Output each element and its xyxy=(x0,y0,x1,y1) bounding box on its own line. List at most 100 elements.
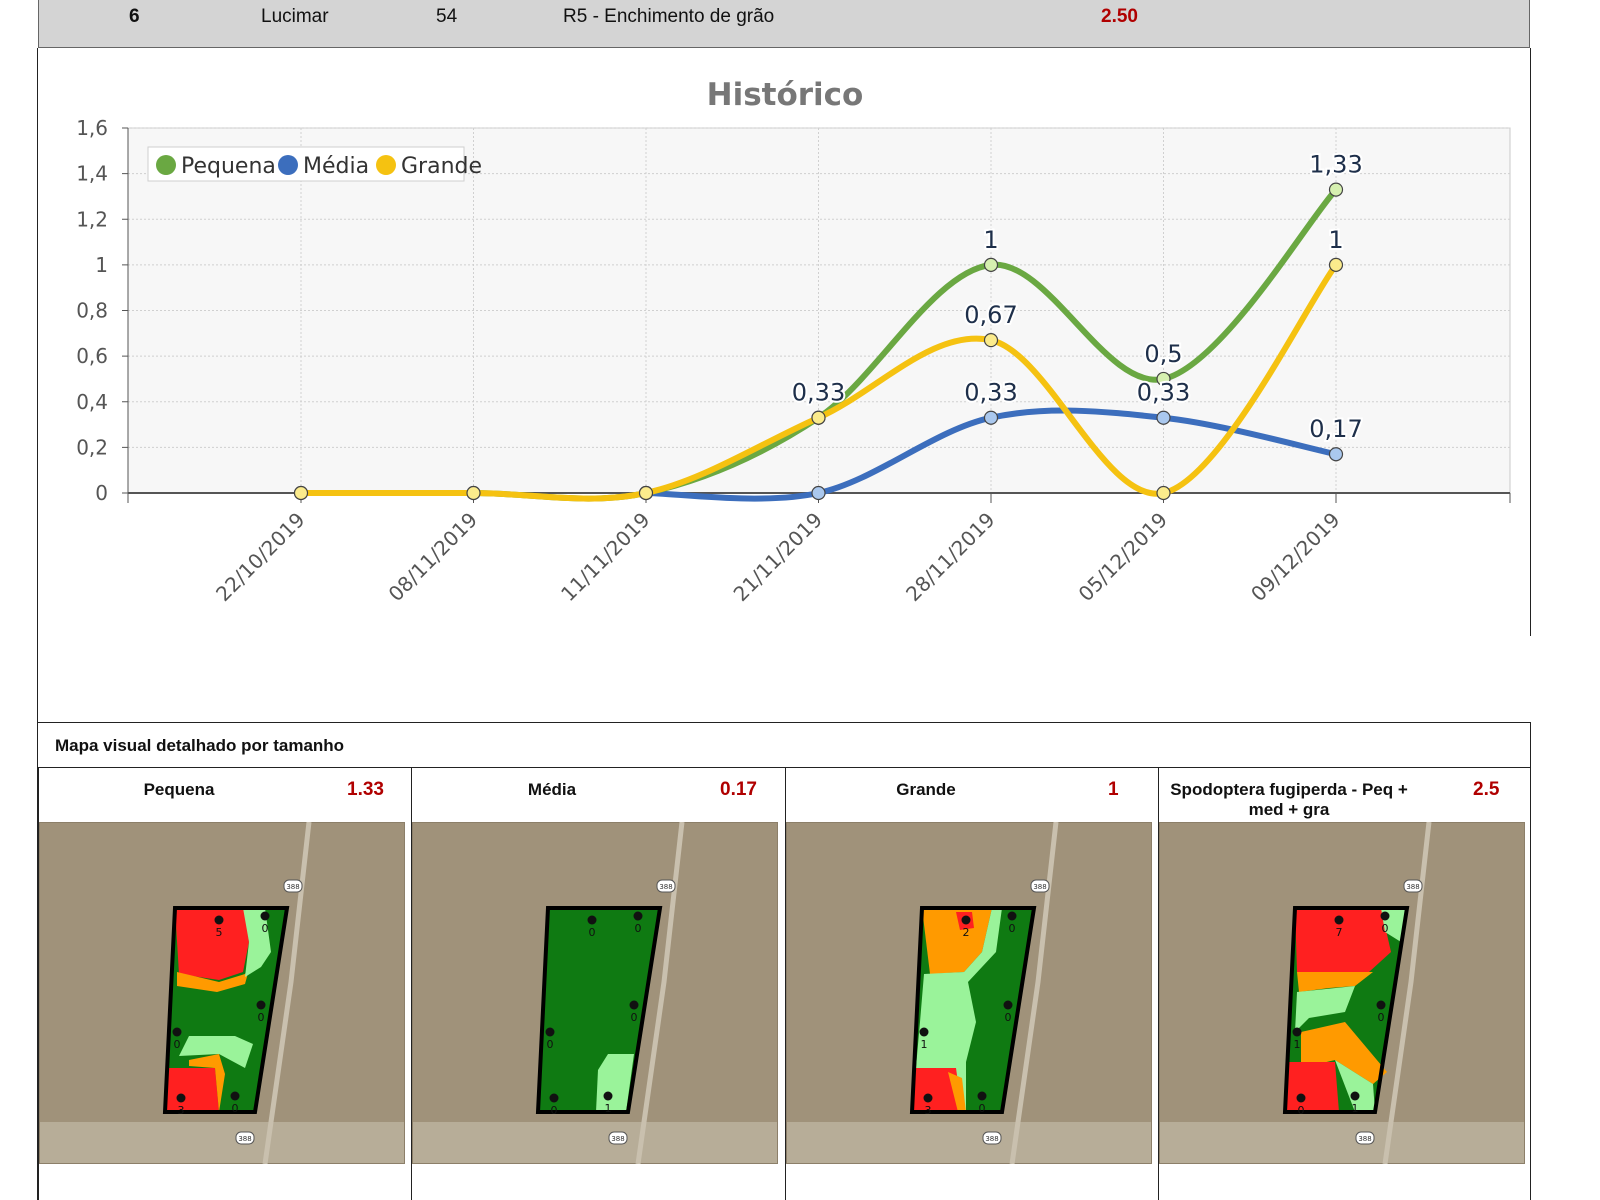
data-label: 0,33 xyxy=(1137,379,1190,407)
sample-point-icon xyxy=(172,1027,182,1037)
x-tick-label: 05/12/2019 xyxy=(1074,508,1172,606)
sample-point-icon xyxy=(923,1093,933,1103)
heat-zone xyxy=(177,962,251,992)
x-tick-label: 21/11/2019 xyxy=(729,508,827,606)
road-marker-icon xyxy=(1030,879,1050,893)
map-panel: Grande 1 388 388 2 0 0 1 3 0 xyxy=(785,768,1158,1200)
field-boundary xyxy=(909,906,1037,1114)
sample-point-icon xyxy=(214,915,224,925)
road-marker-label: 388 xyxy=(1033,883,1046,891)
satellite-map: 388 388 7 0 0 1 0 1 xyxy=(1159,822,1525,1164)
data-label: 0,33 xyxy=(792,379,845,407)
sample-point-icon xyxy=(260,911,270,921)
road-marker-label: 388 xyxy=(1358,1135,1371,1143)
summary-index: 6 xyxy=(129,6,140,27)
data-point xyxy=(1328,447,1344,462)
sample-point-icon xyxy=(629,1000,639,1010)
legend-marker xyxy=(376,155,396,175)
data-label: 0,33 xyxy=(964,379,1017,407)
sample-point-count: 0 xyxy=(174,1038,181,1051)
data-point xyxy=(983,410,999,425)
sample-point-icon xyxy=(1376,1000,1386,1010)
x-tick-label: 08/11/2019 xyxy=(384,508,482,606)
sample-point-count: 7 xyxy=(1336,926,1343,939)
heat-zone xyxy=(1335,1060,1375,1112)
legend-label: Grande xyxy=(401,154,482,179)
heat-zone xyxy=(1285,1062,1339,1112)
summary-name: Lucimar xyxy=(261,6,329,27)
heat-zone xyxy=(165,1068,219,1112)
road-marker-icon xyxy=(283,879,303,893)
road-marker-label: 388 xyxy=(238,1135,251,1143)
data-point xyxy=(466,485,481,501)
road xyxy=(635,822,685,1164)
sample-point-count: 0 xyxy=(635,922,642,935)
sample-point-count: 5 xyxy=(216,926,223,939)
x-tick-label: 09/12/2019 xyxy=(1246,508,1344,606)
road-marker-icon xyxy=(1403,879,1423,893)
sample-point-count: 0 xyxy=(1298,1104,1305,1117)
road-marker-icon xyxy=(982,1131,1002,1145)
map-panel-title: Pequena xyxy=(143,780,215,799)
heat-zone xyxy=(1301,1022,1387,1084)
history-chart: Histórico 0 0,2 0,4 0,6 0,8 1 1,2 1,4 1,6 22/10/2… xyxy=(76,77,1511,606)
sample-point-count: 0 xyxy=(1009,922,1016,935)
heat-zone xyxy=(948,1072,966,1112)
heat-zone xyxy=(912,908,1002,1112)
sample-point-icon xyxy=(1350,1091,1360,1101)
field-boundary xyxy=(1282,906,1410,1114)
data-point xyxy=(811,410,826,425)
sample-point-icon xyxy=(961,915,971,925)
terrain-strip xyxy=(786,1122,1152,1164)
sample-point-count: 0 xyxy=(547,1038,554,1051)
satellite-map: 388 388 5 0 0 0 3 0 xyxy=(39,822,405,1164)
y-tick-label: 1,2 xyxy=(76,207,108,231)
terrain-strip xyxy=(1159,1122,1525,1164)
data-point xyxy=(1328,182,1344,197)
heat-zone xyxy=(1295,986,1355,1032)
frame-right-border xyxy=(1530,48,1531,636)
sample-point-count: 0 xyxy=(1382,922,1389,935)
legend-label: Média xyxy=(303,154,369,179)
data-point xyxy=(1156,410,1171,425)
sample-point-icon xyxy=(1007,911,1017,921)
road-marker-label: 388 xyxy=(659,883,672,891)
satellite-map: 388 388 2 0 0 1 3 0 xyxy=(786,822,1152,1164)
map-panel-title: Grande xyxy=(896,780,956,799)
road xyxy=(262,822,312,1164)
sample-point-count: 1 xyxy=(1352,1102,1359,1115)
road-marker-label: 388 xyxy=(1406,883,1419,891)
sample-point-icon xyxy=(1292,1027,1302,1037)
x-tick-label: 28/11/2019 xyxy=(901,508,999,606)
road-marker-icon xyxy=(235,1131,255,1145)
sample-point-icon xyxy=(545,1027,555,1037)
map-panel-value: 1 xyxy=(1108,779,1119,800)
heat-zone xyxy=(243,908,271,977)
map-panel: Pequena 1.33 388 388 5 0 0 0 3 0 xyxy=(38,768,411,1200)
y-tick-label: 0,2 xyxy=(76,435,108,459)
road-marker-icon xyxy=(1355,1131,1375,1145)
summary-row: 6 Lucimar 54 R5 - Enchimento de grão 2.5… xyxy=(38,0,1530,48)
sample-point-icon xyxy=(1380,911,1390,921)
road-marker-icon xyxy=(656,879,676,893)
sample-point-count: 0 xyxy=(589,926,596,939)
heat-zone xyxy=(175,908,249,980)
y-tick-label: 0,8 xyxy=(76,299,108,323)
legend-marker xyxy=(156,155,176,175)
road-marker-label: 388 xyxy=(286,883,299,891)
data-label: 1 xyxy=(1328,226,1343,254)
legend-box xyxy=(147,146,465,182)
sample-point-icon xyxy=(549,1093,559,1103)
y-tick-label: 1,4 xyxy=(76,162,108,186)
data-point xyxy=(983,257,999,272)
summary-value: 2.50 xyxy=(1101,6,1138,27)
sample-point-icon xyxy=(587,915,597,925)
chart-title: Histórico xyxy=(707,77,864,113)
frame-right-border-lower xyxy=(1530,722,1531,1200)
map-panel-value: 1.33 xyxy=(347,779,384,800)
sample-point-count: 0 xyxy=(1378,1011,1385,1024)
sample-point-count: 3 xyxy=(925,1104,932,1117)
sample-point-icon xyxy=(256,1000,266,1010)
sample-point-icon xyxy=(603,1091,613,1101)
sample-point-icon xyxy=(176,1093,186,1103)
